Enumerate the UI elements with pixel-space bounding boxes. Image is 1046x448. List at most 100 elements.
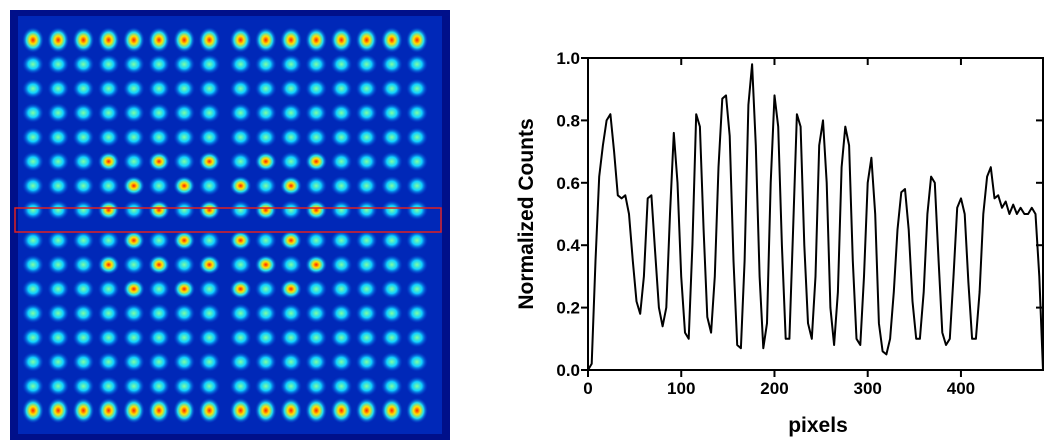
spot: [380, 54, 403, 75]
spot: [22, 303, 44, 324]
spot: [330, 279, 353, 299]
spot: [305, 397, 328, 424]
spot: [72, 254, 95, 275]
spot: [148, 327, 170, 348]
spot: [229, 200, 252, 221]
spot: [355, 327, 378, 348]
spot: [173, 78, 196, 99]
spot: [305, 230, 328, 251]
spot: [72, 327, 95, 348]
spot: [380, 102, 403, 123]
spot: [254, 351, 277, 372]
spot: [72, 102, 95, 123]
x-tick-label: 400: [947, 379, 975, 398]
spot: [355, 279, 378, 299]
spot: [330, 102, 353, 123]
spot: [406, 376, 428, 397]
spot: [198, 78, 221, 99]
spot: [330, 376, 353, 397]
spot: [22, 397, 44, 424]
spot: [229, 127, 252, 148]
spot: [280, 279, 302, 299]
spot: [229, 397, 252, 424]
spot: [229, 327, 252, 348]
y-tick-label: 0.0: [556, 361, 580, 380]
spot: [406, 78, 428, 99]
spot: [47, 27, 70, 53]
spot: [97, 376, 120, 397]
spot: [22, 78, 44, 99]
spot: [122, 54, 145, 75]
spot: [72, 376, 95, 397]
spot: [330, 200, 353, 221]
spot: [173, 230, 196, 251]
spot: [254, 27, 277, 53]
spot: [72, 127, 95, 148]
spot: [148, 151, 170, 172]
spot: [148, 27, 170, 53]
spot: [330, 303, 353, 324]
spot: [148, 200, 170, 221]
spot: [280, 78, 302, 99]
spot: [72, 397, 95, 424]
spot: [173, 351, 196, 372]
spot: [355, 78, 378, 99]
spot: [355, 303, 378, 324]
spot: [97, 327, 120, 348]
x-tick-label: 100: [667, 379, 695, 398]
spot: [229, 78, 252, 99]
spot: [330, 151, 353, 172]
spot: [305, 27, 328, 53]
spot: [305, 175, 328, 196]
y-axis-title: Normalized Counts: [515, 118, 538, 309]
y-tick-label: 0.4: [556, 236, 580, 255]
spot: [406, 175, 428, 196]
spot: [173, 200, 196, 221]
spot: [355, 151, 378, 172]
x-axis-title: pixels: [788, 414, 848, 437]
spot: [229, 151, 252, 172]
spot: [280, 54, 302, 75]
spot: [254, 327, 277, 348]
spot: [380, 200, 403, 221]
line-chart: pixels Normalized Counts 0.0 0.2 0.4 0.6 0.8…: [515, 49, 1044, 437]
spot: [47, 151, 70, 172]
spot: [280, 151, 302, 172]
spot: [47, 303, 70, 324]
spot: [198, 351, 221, 372]
spot: [148, 127, 170, 148]
spot: [173, 303, 196, 324]
spot: [229, 54, 252, 75]
spot: [305, 303, 328, 324]
spot: [305, 127, 328, 148]
spot: [22, 127, 44, 148]
spot: [254, 54, 277, 75]
spot: [305, 279, 328, 299]
spot: [22, 327, 44, 348]
spot: [148, 303, 170, 324]
spot: [72, 27, 95, 53]
spot: [355, 254, 378, 275]
spot: [173, 279, 196, 299]
spot: [173, 27, 196, 53]
spot: [148, 254, 170, 275]
spot: [406, 351, 428, 372]
spot: [380, 376, 403, 397]
spot: [198, 303, 221, 324]
spot: [355, 175, 378, 196]
spot: [406, 127, 428, 148]
spot: [173, 151, 196, 172]
spot: [97, 279, 120, 299]
spot: [355, 200, 378, 221]
spot: [47, 175, 70, 196]
spot: [72, 200, 95, 221]
x-tick-label: 200: [760, 379, 788, 398]
spot: [22, 351, 44, 372]
spot: [97, 254, 120, 275]
spot: [229, 175, 252, 196]
spot: [254, 102, 277, 123]
spot: [406, 397, 428, 424]
spot: [198, 200, 221, 221]
spot: [380, 397, 403, 424]
